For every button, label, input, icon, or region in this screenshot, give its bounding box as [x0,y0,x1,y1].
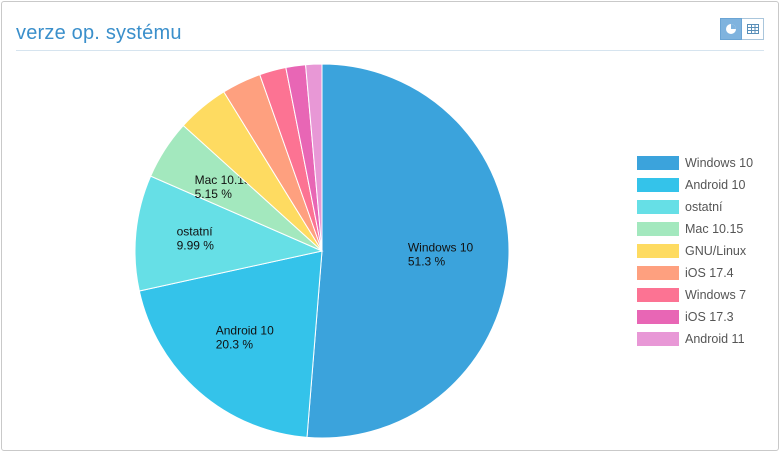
table-icon [746,24,759,34]
view-toggle [720,18,764,42]
legend-item-ostatn[interactable]: ostatní [637,196,753,218]
legend-swatch [637,200,679,214]
legend-label: Android 11 [685,332,745,346]
legend-item-ios-17-4[interactable]: iOS 17.4 [637,262,753,284]
slice-value-android-10: 20.3 % [216,337,254,351]
pie-slice-windows-10[interactable] [306,63,510,439]
chart-legend: Windows 10 Android 10 ostatní Mac 10.15 GNU/… [637,152,753,350]
legend-item-android-11[interactable]: Android 11 [637,328,753,350]
pie-chart-icon [726,24,736,34]
slice-value-windows-10: 51.3 % [408,255,446,269]
legend-swatch [637,156,679,170]
slice-label-mac-10-15: Mac 10.15 [195,173,251,187]
legend-label: iOS 17.3 [685,310,734,324]
legend-item-windows-7[interactable]: Windows 7 [637,284,753,306]
legend-label: Mac 10.15 [685,222,744,236]
legend-item-gnu-linux[interactable]: GNU/Linux [637,240,753,262]
panel-header: verze op. systému [16,10,764,51]
legend-label: Windows 10 [685,156,754,170]
slice-value-ostatn: 9.99 % [177,239,215,253]
legend-swatch [637,178,679,192]
pie-view-button[interactable] [720,18,742,40]
legend-swatch [637,222,679,236]
slice-label-windows-10: Windows 10 [408,241,474,255]
page-title: verze op. systému [16,22,182,44]
pie-slice-android-10[interactable] [138,250,323,438]
pie-slice-ostatn[interactable] [134,175,324,292]
slice-label-android-10: Android 10 [216,323,274,337]
legend-item-windows-10[interactable]: Windows 10 [637,152,753,174]
slice-label-ostatn: ostatní [177,225,214,239]
legend-item-android-10[interactable]: Android 10 [637,174,753,196]
legend-item-mac-10-15[interactable]: Mac 10.15 [637,218,753,240]
legend-swatch [637,332,679,346]
legend-label: iOS 17.4 [685,266,734,280]
legend-item-ios-17-3[interactable]: iOS 17.3 [637,306,753,328]
table-view-button[interactable] [742,18,764,40]
slice-value-mac-10-15: 5.15 % [195,187,233,201]
legend-swatch [637,288,679,302]
legend-swatch [637,244,679,258]
pie-slice-android-11[interactable] [305,63,323,252]
legend-swatch [637,266,679,280]
legend-label: Windows 7 [685,288,747,302]
legend-label: GNU/Linux [685,244,747,258]
legend-label: Android 10 [685,178,746,192]
legend-swatch [637,310,679,324]
legend-label: ostatní [685,200,723,214]
